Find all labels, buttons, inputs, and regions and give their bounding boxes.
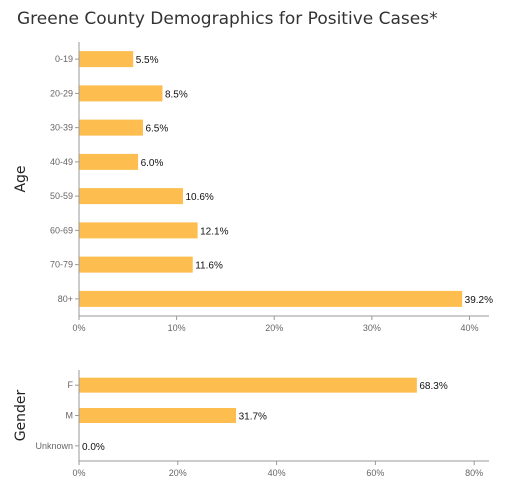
age-chart: 0% 10% 20% 30% 40% 0-19 5.5% 20-29 8.5% 30-39 6.5%… [13, 42, 493, 333]
gender-chart: 0% 20% 40% 60% 80% F 68.3% M 31.7% Unknown 0.0% Gen… [13, 370, 489, 478]
age-bar[interactable] [79, 51, 134, 68]
gender-value-label: 68.3% [419, 381, 447, 392]
age-value-label: 6.0% [141, 158, 164, 169]
age-x-tick-label: 10% [168, 323, 186, 333]
chart-title: Greene County Demographics for Positive … [17, 9, 438, 29]
age-category-label: 40-49 [50, 157, 73, 167]
gender-category-label: F [68, 380, 74, 390]
gender-x-tick-label: 0% [72, 468, 85, 478]
gender-axis-title: Gender [13, 389, 29, 441]
age-value-label: 12.1% [200, 226, 228, 237]
gender-x-tick-label: 20% [169, 468, 187, 478]
age-axis-title: Age [13, 165, 29, 192]
gender-category-label: M [66, 411, 74, 421]
age-bar[interactable] [79, 153, 139, 170]
age-x-tick-label: 20% [265, 323, 283, 333]
gender-bar[interactable] [79, 377, 417, 393]
age-bar[interactable] [79, 256, 193, 273]
gender-value-label: 0.0% [82, 442, 105, 453]
age-value-label: 39.2% [465, 295, 493, 306]
age-category-label: 20-29 [50, 88, 73, 98]
age-x-tick-label: 40% [460, 323, 478, 333]
age-category-label: 70-79 [50, 260, 73, 270]
age-bar[interactable] [79, 222, 198, 239]
gender-value-label: 31.7% [239, 412, 267, 423]
age-value-label: 6.5% [145, 124, 168, 135]
age-value-label: 5.5% [136, 55, 159, 66]
gender-bar[interactable] [79, 408, 237, 423]
age-bar[interactable] [79, 188, 183, 205]
age-x-tick-label: 0% [72, 323, 85, 333]
age-category-label: 60-69 [50, 225, 73, 235]
age-category-label: 30-39 [50, 123, 73, 133]
age-value-label: 11.6% [195, 261, 223, 272]
gender-category-label: Unknown [35, 441, 73, 451]
gender-x-tick-label: 80% [465, 468, 483, 478]
age-bar[interactable] [79, 85, 163, 102]
age-category-label: 80+ [58, 294, 73, 304]
gender-x-tick-label: 40% [268, 468, 286, 478]
age-x-tick-label: 30% [363, 323, 381, 333]
age-value-label: 8.5% [165, 89, 188, 100]
age-bar[interactable] [79, 290, 463, 307]
age-category-label: 0-19 [55, 54, 73, 64]
age-bar[interactable] [79, 119, 143, 136]
age-category-label: 50-59 [50, 191, 73, 201]
gender-x-tick-label: 60% [366, 468, 384, 478]
age-value-label: 10.6% [185, 192, 213, 203]
